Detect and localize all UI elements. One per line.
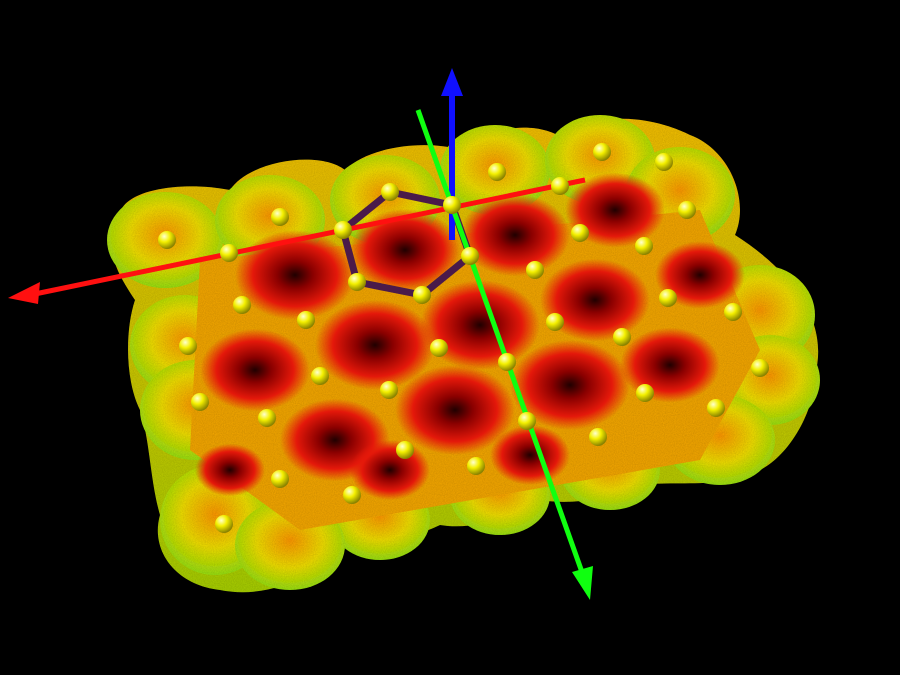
atom-sphere — [158, 231, 176, 249]
density-hole — [655, 241, 745, 309]
density-hole — [420, 280, 540, 370]
atom-sphere — [297, 311, 315, 329]
atom-sphere — [381, 183, 399, 201]
density-hole — [350, 440, 430, 500]
atom-sphere — [571, 224, 589, 242]
density-hole — [395, 365, 515, 455]
atom-sphere — [655, 153, 673, 171]
atom-sphere — [518, 412, 536, 430]
atom-sphere — [724, 303, 742, 321]
density-hole — [235, 230, 355, 320]
ring-bond — [418, 252, 474, 299]
atom-sphere — [659, 289, 677, 307]
atom-sphere — [258, 409, 276, 427]
atom-spheres — [158, 143, 769, 533]
density-hole — [540, 258, 650, 342]
atom-sphere — [271, 208, 289, 226]
atom-sphere — [613, 328, 631, 346]
atom-sphere — [380, 381, 398, 399]
atom-sphere — [593, 143, 611, 161]
atom-sphere — [461, 247, 479, 265]
ring-bond — [353, 278, 426, 299]
density-hole — [620, 327, 720, 403]
atom-sphere — [220, 244, 238, 262]
atom-sphere — [396, 441, 414, 459]
atom-sphere — [488, 163, 506, 181]
atom-sphere — [443, 196, 461, 214]
atom-sphere — [311, 367, 329, 385]
x-axis-arrowhead — [8, 282, 40, 304]
atom-sphere — [751, 359, 769, 377]
atom-sphere — [179, 337, 197, 355]
coordinate-axes — [8, 68, 593, 600]
y-axis-arrowhead — [572, 566, 593, 600]
density-holes — [195, 172, 745, 500]
density-hole — [350, 208, 460, 292]
y-axis-line — [415, 109, 586, 576]
density-hole — [195, 443, 265, 497]
atom-sphere — [636, 384, 654, 402]
atom-sphere — [498, 353, 516, 371]
atom-sphere — [191, 393, 209, 411]
atom-sphere — [334, 221, 352, 239]
atom-sphere — [551, 177, 569, 195]
atom-sphere — [413, 286, 431, 304]
atom-sphere — [348, 273, 366, 291]
z-axis-arrowhead — [441, 68, 463, 96]
atom-sphere — [467, 457, 485, 475]
density-hole — [460, 193, 570, 277]
ring-bond — [339, 188, 394, 234]
atom-sphere — [215, 515, 233, 533]
density-hole — [510, 340, 630, 430]
atom-sphere — [526, 261, 544, 279]
density-hole — [490, 425, 570, 485]
atom-sphere — [635, 237, 653, 255]
density-hole — [315, 300, 435, 390]
atom-sphere — [678, 201, 696, 219]
x-axis-line — [29, 177, 586, 298]
atom-sphere — [343, 486, 361, 504]
atom-sphere — [589, 428, 607, 446]
density-hole — [200, 328, 310, 412]
atom-sphere — [233, 296, 251, 314]
ring-bond — [386, 188, 456, 209]
atom-sphere — [430, 339, 448, 357]
atom-sphere — [271, 470, 289, 488]
atom-sphere — [546, 313, 564, 331]
atom-sphere — [707, 399, 725, 417]
density-hole — [565, 172, 665, 248]
